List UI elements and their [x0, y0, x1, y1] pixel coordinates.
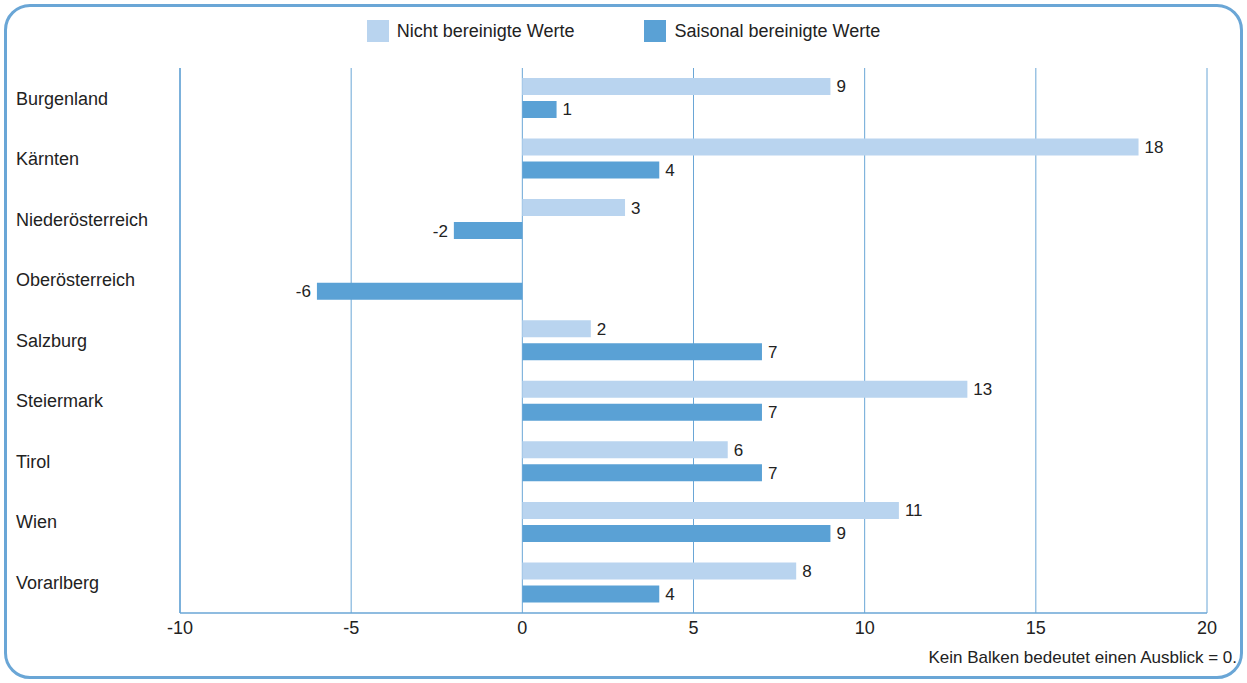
svg-text:1: 1	[563, 100, 572, 119]
svg-text:8: 8	[802, 562, 811, 581]
svg-text:Vorarlberg: Vorarlberg	[16, 573, 99, 593]
svg-text:6: 6	[734, 441, 743, 460]
svg-text:Niederösterreich: Niederösterreich	[16, 210, 148, 230]
svg-text:7: 7	[768, 464, 777, 483]
svg-text:-2: -2	[433, 222, 448, 241]
svg-text:-6: -6	[296, 282, 311, 301]
svg-text:10: 10	[855, 618, 875, 638]
svg-text:Steiermark: Steiermark	[16, 391, 104, 411]
svg-text:13: 13	[973, 380, 992, 399]
svg-text:5: 5	[688, 618, 698, 638]
svg-text:4: 4	[665, 161, 674, 180]
svg-text:-10: -10	[167, 618, 193, 638]
svg-text:0: 0	[517, 618, 527, 638]
svg-text:4: 4	[665, 585, 674, 604]
svg-text:3: 3	[631, 199, 640, 218]
svg-text:-5: -5	[343, 618, 359, 638]
html-text:Nicht bereinigte Werte: Nicht bereinigte Werte	[396, 20, 575, 41]
svg-text:Oberösterreich: Oberösterreich	[16, 270, 135, 290]
svg-text:15: 15	[1026, 618, 1046, 638]
svg-text:Kärnten: Kärnten	[16, 149, 79, 169]
svg-text:Salzburg: Salzburg	[16, 331, 87, 351]
svg-text:Wien: Wien	[16, 512, 57, 532]
html-text:Saisonal bereinigte Werte: Saisonal bereinigte Werte	[674, 20, 881, 41]
svg-text:18: 18	[1145, 138, 1164, 157]
svg-text:7: 7	[768, 343, 777, 362]
html-text:Kein Balken bedeutet einen Aus: Kein Balken bedeutet einen Ausblick = 0.	[928, 648, 1237, 667]
svg-text:Tirol: Tirol	[16, 452, 50, 472]
svg-text:Burgenland: Burgenland	[16, 89, 108, 109]
svg-text:7: 7	[768, 403, 777, 422]
svg-text:20: 20	[1197, 618, 1217, 638]
svg-text:11: 11	[905, 501, 923, 520]
svg-text:9: 9	[836, 77, 845, 96]
svg-text:2: 2	[597, 320, 606, 339]
svg-text:9: 9	[836, 524, 845, 543]
